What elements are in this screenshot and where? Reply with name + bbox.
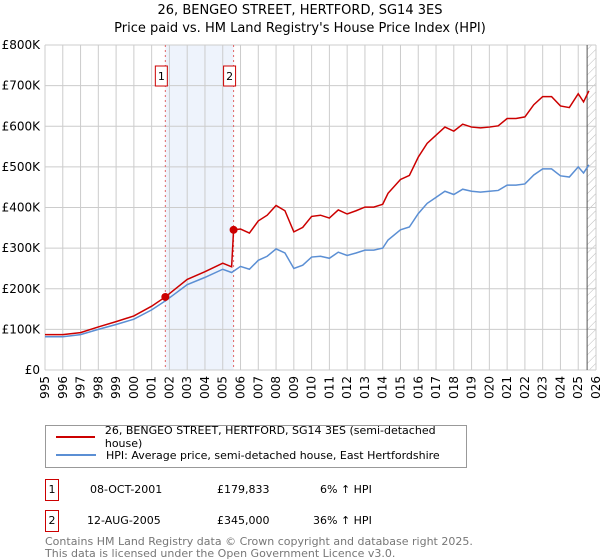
x-tick-label: 2022 <box>518 376 532 400</box>
x-tick-label: 2026 <box>589 376 600 400</box>
y-tick-label: £500K <box>2 160 42 174</box>
x-tick-label: 2016 <box>411 376 425 400</box>
legend-property: 26, BENGEO STREET, HERTFORD, SG14 3ES (s… <box>104 424 436 450</box>
footer: Contains HM Land Registry data © Crown c… <box>45 536 473 560</box>
footer-line2: This data is licensed under the Open Gov… <box>45 547 396 560</box>
x-tick-label: 2015 <box>393 376 407 400</box>
y-tick-label: £0 <box>25 363 40 377</box>
x-tick-label: 2023 <box>536 376 550 400</box>
sale-point <box>229 225 238 234</box>
x-tick-label: 2018 <box>447 376 461 400</box>
x-tick-label: 2004 <box>198 376 212 400</box>
legend: 26, BENGEO STREET, HERTFORD, SG14 3ES (s… <box>45 424 467 468</box>
transaction-hpi: 36% ↑ HPI <box>313 514 372 527</box>
transaction-row: 2 12-AUG-2005 £345,000 36% ↑ HPI <box>45 510 445 532</box>
x-tick-label: 1998 <box>91 376 105 400</box>
y-tick-label: £400K <box>2 201 42 215</box>
x-tick-label: 2019 <box>465 376 479 400</box>
sale-badge-label: 2 <box>226 70 233 83</box>
transaction-date: 12-AUG-2005 <box>87 514 161 527</box>
sale-badge <box>223 65 237 87</box>
transaction-date: 08-OCT-2001 <box>90 483 163 496</box>
x-tick-label: 2024 <box>553 376 567 400</box>
footer-line1: Contains HM Land Registry data © Crown c… <box>45 535 473 548</box>
transaction-price: £179,833 <box>217 483 270 496</box>
x-tick-label: 2002 <box>162 376 176 400</box>
y-tick-label: £300K <box>2 241 42 255</box>
transaction-badge: 1 <box>45 479 59 501</box>
x-tick-label: 2013 <box>358 376 372 400</box>
x-tick-label: 1997 <box>74 376 88 400</box>
x-tick-label: 2001 <box>145 376 159 400</box>
x-tick-label: 2025 <box>571 376 585 400</box>
y-tick-label: £700K <box>2 79 42 93</box>
x-tick-label: 2021 <box>500 376 514 400</box>
transaction-row: 1 08-OCT-2001 £179,833 6% ↑ HPI <box>45 479 445 501</box>
x-tick-label: 2014 <box>376 376 390 400</box>
property-price-line <box>45 90 590 336</box>
x-tick-label: 2012 <box>340 376 354 400</box>
y-tick-label: £600K <box>2 119 42 133</box>
transaction-hpi: 6% ↑ HPI <box>320 483 372 496</box>
legend-blue-line <box>56 454 96 456</box>
chart-title: 26, BENGEO STREET, HERTFORD, SG14 3ES <box>157 3 443 18</box>
x-tick-label: 2005 <box>216 376 230 400</box>
y-tick-label: £100K <box>2 322 42 336</box>
hpi-line <box>45 164 590 338</box>
transaction-badge: 2 <box>45 510 59 532</box>
x-tick-label: 2010 <box>305 376 319 400</box>
legend-red-line <box>56 436 95 438</box>
x-tick-label: 2020 <box>482 376 496 400</box>
legend-hpi: HPI: Average price, semi-detached house,… <box>106 448 440 462</box>
y-tick-label: £800K <box>2 38 42 52</box>
x-tick-label: 2006 <box>234 376 248 400</box>
x-tick-label: 2007 <box>251 376 265 400</box>
x-tick-label: 1995 <box>38 376 52 400</box>
y-tick-label: £200K <box>2 282 42 296</box>
x-tick-label: 1999 <box>109 376 123 400</box>
sale-badge-label: 1 <box>158 70 165 83</box>
x-tick-label: 1996 <box>56 376 70 400</box>
x-tick-label: 2003 <box>180 376 194 400</box>
transaction-price: £345,000 <box>217 514 270 527</box>
sale-badge <box>154 65 168 87</box>
plot-area: £0 £100K £200K £300K £400K £500K £600K £700K £80… <box>2 38 600 400</box>
sale-point <box>161 292 170 301</box>
chart-subtitle: Price paid vs. HM Land Registry's House … <box>114 21 486 36</box>
x-tick-label: 2009 <box>287 376 301 400</box>
x-tick-label: 2000 <box>127 376 141 400</box>
x-tick-label: 2008 <box>269 376 283 400</box>
x-tick-label: 2011 <box>322 376 336 400</box>
x-tick-label: 2017 <box>429 376 443 400</box>
